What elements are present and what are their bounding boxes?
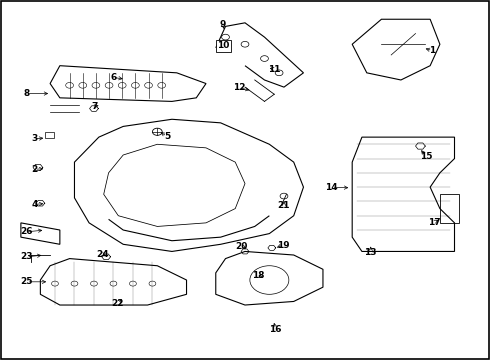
- Bar: [45, 132, 54, 138]
- Text: 2: 2: [31, 165, 38, 174]
- Text: 12: 12: [233, 83, 245, 92]
- Text: 19: 19: [277, 240, 289, 249]
- Text: 11: 11: [268, 65, 280, 74]
- Text: 4: 4: [31, 200, 38, 209]
- Text: 13: 13: [365, 248, 377, 257]
- Text: 22: 22: [111, 299, 123, 308]
- Text: 26: 26: [21, 227, 33, 236]
- Text: 9: 9: [220, 20, 226, 29]
- Text: 7: 7: [92, 102, 98, 111]
- Text: 1: 1: [429, 46, 436, 55]
- Text: 6: 6: [110, 73, 117, 82]
- Text: 20: 20: [235, 242, 248, 251]
- Text: 10: 10: [217, 41, 229, 50]
- Text: 8: 8: [24, 89, 30, 98]
- Text: 14: 14: [325, 183, 338, 192]
- Text: 5: 5: [164, 132, 170, 141]
- Text: 3: 3: [31, 134, 38, 143]
- Text: 15: 15: [420, 152, 433, 161]
- Text: 24: 24: [97, 250, 109, 259]
- Text: 23: 23: [21, 252, 33, 261]
- Text: 25: 25: [21, 277, 33, 286]
- Text: 16: 16: [270, 325, 282, 334]
- Text: 21: 21: [278, 201, 290, 210]
- Text: 17: 17: [428, 218, 441, 227]
- Bar: [440, 194, 460, 223]
- Text: 18: 18: [252, 271, 265, 280]
